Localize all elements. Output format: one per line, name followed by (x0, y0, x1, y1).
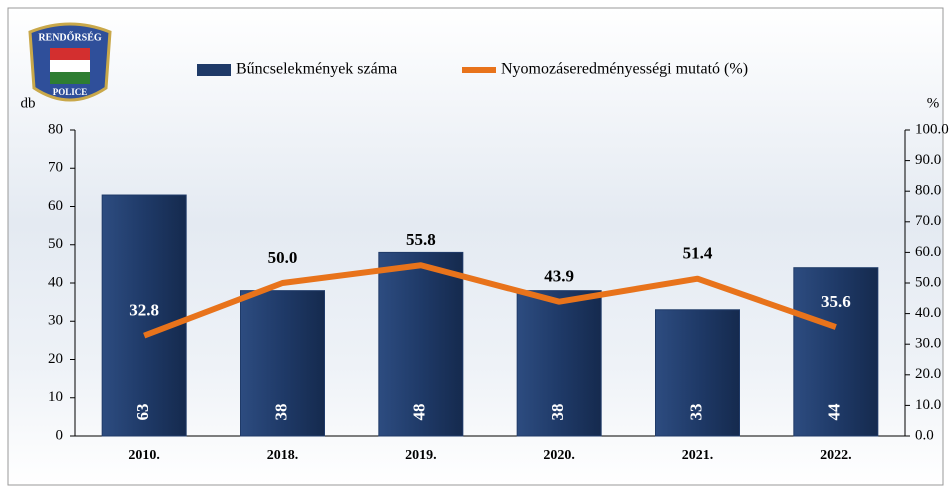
x-tick-label: 2020. (543, 448, 575, 463)
bar-value-label: 44 (825, 403, 844, 421)
legend-label: Bűncselekmények száma (236, 61, 397, 78)
bar-value-label: 63 (133, 404, 152, 421)
y-tick-label: 80 (48, 121, 63, 137)
y2-tick-label: 20.0 (915, 366, 941, 382)
y2-tick-label: 0.0 (915, 427, 934, 443)
x-tick-label: 2010. (128, 448, 160, 463)
x-tick-label: 2019. (405, 448, 437, 463)
y-tick-label: 50 (48, 236, 63, 252)
line-value-label: 43.9 (544, 267, 574, 286)
line-value-label: 50.0 (268, 248, 298, 267)
bar-value-label: 48 (410, 404, 429, 421)
y-axis-label: db (21, 95, 36, 111)
y-tick-label: 40 (48, 274, 63, 290)
line-value-label: 35.6 (821, 292, 851, 311)
bar-value-label: 38 (548, 404, 567, 421)
y2-tick-label: 30.0 (915, 336, 941, 352)
line-value-label: 51.4 (683, 244, 713, 263)
y2-tick-label: 10.0 (915, 397, 941, 413)
y2-tick-label: 80.0 (915, 183, 941, 199)
chart: RENDŐRSÉG POLICE db % 0 10 20 30 40 50 60 70 80 0… (0, 0, 951, 486)
line-value-label: 55.8 (406, 230, 436, 249)
x-tick-label: 2021. (682, 448, 714, 463)
y2-axis-label: % (927, 95, 940, 111)
y-tick-label: 10 (48, 389, 63, 405)
y-tick-label: 0 (56, 427, 64, 443)
y-tick-label: 20 (48, 351, 63, 367)
y2-tick-label: 100.0 (915, 121, 949, 137)
y2-tick-label: 60.0 (915, 244, 941, 260)
x-tick-label: 2018. (267, 448, 299, 463)
bar-value-label: 38 (271, 404, 290, 421)
y2-tick-label: 90.0 (915, 152, 941, 168)
logo-top: RENDŐRSÉG (38, 31, 102, 43)
y2-tick-label: 70.0 (915, 213, 941, 229)
legend-swatch (197, 64, 231, 76)
line-value-label: 32.8 (129, 301, 159, 320)
logo: RENDŐRSÉG POLICE (30, 24, 110, 100)
bar-value-label: 33 (686, 404, 705, 421)
x-tick-label: 2022. (820, 448, 852, 463)
y-tick-label: 30 (48, 313, 63, 329)
legend-label: Nyomozáseredményességi mutató (%) (501, 61, 748, 78)
y2-tick-label: 50.0 (915, 274, 941, 290)
y-tick-label: 60 (48, 198, 63, 214)
y2-tick-label: 40.0 (915, 305, 941, 321)
logo-bottom: POLICE (53, 87, 88, 97)
y-tick-label: 70 (48, 160, 63, 176)
